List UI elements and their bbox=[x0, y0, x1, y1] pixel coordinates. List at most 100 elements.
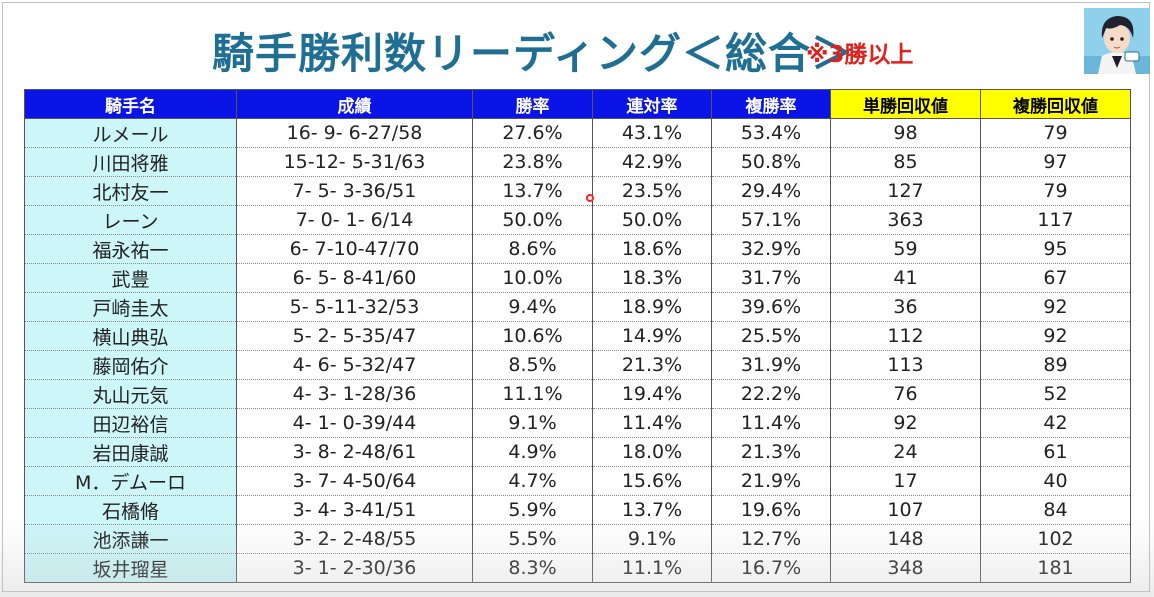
table-row: 横山典弘 5- 2- 5-35/47 10.6% 14.9% 25.5% 112 92 bbox=[24, 321, 1131, 351]
place-return-cell: 79 bbox=[980, 118, 1131, 148]
quinella-rate-cell: 42.9% bbox=[592, 147, 712, 177]
record-cell: 6- 7-10-47/70 bbox=[236, 234, 473, 264]
record-cell: 3- 2- 2-48/55 bbox=[236, 524, 473, 554]
win-rate-cell: 9.4% bbox=[472, 292, 593, 322]
record-cell: 3- 4- 3-41/51 bbox=[236, 495, 473, 525]
table-row: 藤岡佑介 4- 6- 5-32/47 8.5% 21.3% 31.9% 113 89 bbox=[24, 350, 1131, 380]
place-return-cell: 117 bbox=[980, 205, 1131, 235]
jockey-ranking-table: 騎手名 成績 勝率 連対率 複勝率 単勝回収値 複勝回収値 ルメール 16- 9-… bbox=[24, 89, 1131, 583]
place-return-cell: 92 bbox=[980, 321, 1131, 351]
win-return-cell: 127 bbox=[830, 176, 981, 206]
quinella-rate-cell: 23.5% bbox=[592, 176, 712, 206]
win-rate-cell: 13.7% bbox=[472, 176, 593, 206]
record-cell: 3- 8- 2-48/61 bbox=[236, 437, 473, 467]
win-rate-cell: 10.0% bbox=[472, 263, 593, 293]
win-return-cell: 107 bbox=[830, 495, 981, 525]
win-return-cell: 113 bbox=[830, 350, 981, 380]
column-header-record: 成績 bbox=[236, 89, 473, 119]
place-return-cell: 84 bbox=[980, 495, 1131, 525]
win-rate-cell: 23.8% bbox=[472, 147, 593, 177]
win-rate-cell: 8.5% bbox=[472, 350, 593, 380]
jockey-ranking-table-wrapper: 騎手名 成績 勝率 連対率 複勝率 単勝回収値 複勝回収値 ルメール 16- 9-… bbox=[24, 89, 1131, 583]
win-rate-cell: 10.6% bbox=[472, 321, 593, 351]
win-return-cell: 41 bbox=[830, 263, 981, 293]
table-row: 戸崎圭太 5- 5-11-32/53 9.4% 18.9% 39.6% 36 92 bbox=[24, 292, 1131, 322]
record-cell: 6- 5- 8-41/60 bbox=[236, 263, 473, 293]
table-row: 岩田康誠 3- 8- 2-48/61 4.9% 18.0% 21.3% 24 61 bbox=[24, 437, 1131, 467]
slide-header: 騎手勝利数リーディング＜総合＞ ※3勝以上 bbox=[0, 8, 1154, 80]
table-row: 池添謙一 3- 2- 2-48/55 5.5% 9.1% 12.7% 148 102 bbox=[24, 524, 1131, 554]
quinella-rate-cell: 21.3% bbox=[592, 350, 712, 380]
place-rate-cell: 25.5% bbox=[711, 321, 831, 351]
place-rate-cell: 29.4% bbox=[711, 176, 831, 206]
jockey-name-cell: 横山典弘 bbox=[24, 321, 237, 351]
place-return-cell: 61 bbox=[980, 437, 1131, 467]
place-return-cell: 181 bbox=[980, 553, 1131, 583]
win-rate-cell: 8.6% bbox=[472, 234, 593, 264]
place-rate-cell: 53.4% bbox=[711, 118, 831, 148]
place-return-cell: 42 bbox=[980, 408, 1131, 438]
jockey-name-cell: 戸崎圭太 bbox=[24, 292, 237, 322]
jockey-name-cell: 福永祐一 bbox=[24, 234, 237, 264]
win-rate-cell: 9.1% bbox=[472, 408, 593, 438]
win-return-cell: 92 bbox=[830, 408, 981, 438]
place-rate-cell: 32.9% bbox=[711, 234, 831, 264]
table-row: 坂井瑠星 3- 1- 2-30/36 8.3% 11.1% 16.7% 348 181 bbox=[24, 553, 1131, 583]
column-header-place-return: 複勝回収値 bbox=[980, 89, 1131, 119]
table-row: 川田将雅 15-12- 5-31/63 23.8% 42.9% 50.8% 85 97 bbox=[24, 147, 1131, 177]
jockey-name-cell: 川田将雅 bbox=[24, 147, 237, 177]
place-rate-cell: 50.8% bbox=[711, 147, 831, 177]
place-rate-cell: 21.9% bbox=[711, 466, 831, 496]
win-return-cell: 363 bbox=[830, 205, 981, 235]
place-rate-cell: 31.9% bbox=[711, 350, 831, 380]
column-header-place-rate: 複勝率 bbox=[711, 89, 831, 119]
jockey-name-cell: 北村友一 bbox=[24, 176, 237, 206]
page-subtitle: ※3勝以上 bbox=[806, 42, 914, 68]
quinella-rate-cell: 9.1% bbox=[592, 524, 712, 554]
place-rate-cell: 31.7% bbox=[711, 263, 831, 293]
jockey-name-cell: ルメール bbox=[24, 118, 237, 148]
win-return-cell: 112 bbox=[830, 321, 981, 351]
place-rate-cell: 12.7% bbox=[711, 524, 831, 554]
column-header-win-return: 単勝回収値 bbox=[830, 89, 981, 119]
place-rate-cell: 11.4% bbox=[711, 408, 831, 438]
place-return-cell: 79 bbox=[980, 176, 1131, 206]
table-row: ルメール 16- 9- 6-27/58 27.6% 43.1% 53.4% 98 79 bbox=[24, 118, 1131, 148]
place-rate-cell: 57.1% bbox=[711, 205, 831, 235]
record-cell: 3- 7- 4-50/64 bbox=[236, 466, 473, 496]
page-title: 騎手勝利数リーディング＜総合＞ bbox=[212, 29, 855, 78]
table-row: 福永祐一 6- 7-10-47/70 8.6% 18.6% 32.9% 59 95 bbox=[24, 234, 1131, 264]
place-return-cell: 102 bbox=[980, 524, 1131, 554]
win-return-cell: 17 bbox=[830, 466, 981, 496]
place-return-cell: 67 bbox=[980, 263, 1131, 293]
win-rate-cell: 5.5% bbox=[472, 524, 593, 554]
table-row: 石橋脩 3- 4- 3-41/51 5.9% 13.7% 19.6% 107 84 bbox=[24, 495, 1131, 525]
column-header-jockey-name: 騎手名 bbox=[24, 89, 237, 119]
record-cell: 3- 1- 2-30/36 bbox=[236, 553, 473, 583]
win-rate-cell: 5.9% bbox=[472, 495, 593, 525]
win-rate-cell: 4.7% bbox=[472, 466, 593, 496]
quinella-rate-cell: 13.7% bbox=[592, 495, 712, 525]
record-cell: 4- 1- 0-39/44 bbox=[236, 408, 473, 438]
record-cell: 4- 3- 1-28/36 bbox=[236, 379, 473, 409]
record-cell: 7- 5- 3-36/51 bbox=[236, 176, 473, 206]
quinella-rate-cell: 18.9% bbox=[592, 292, 712, 322]
quinella-rate-cell: 14.9% bbox=[592, 321, 712, 351]
place-return-cell: 97 bbox=[980, 147, 1131, 177]
record-cell: 16- 9- 6-27/58 bbox=[236, 118, 473, 148]
character-avatar-icon bbox=[1084, 8, 1150, 74]
quinella-rate-cell: 15.6% bbox=[592, 466, 712, 496]
jockey-name-cell: 池添謙一 bbox=[24, 524, 237, 554]
win-return-cell: 98 bbox=[830, 118, 981, 148]
jockey-name-cell: 石橋脩 bbox=[24, 495, 237, 525]
quinella-rate-cell: 18.3% bbox=[592, 263, 712, 293]
jockey-name-cell: 武豊 bbox=[24, 263, 237, 293]
win-rate-cell: 27.6% bbox=[472, 118, 593, 148]
table-row: 武豊 6- 5- 8-41/60 10.0% 18.3% 31.7% 41 67 bbox=[24, 263, 1131, 293]
column-header-quinella-rate: 連対率 bbox=[592, 89, 712, 119]
record-cell: 5- 5-11-32/53 bbox=[236, 292, 473, 322]
place-return-cell: 40 bbox=[980, 466, 1131, 496]
record-cell: 7- 0- 1- 6/14 bbox=[236, 205, 473, 235]
jockey-name-cell: 岩田康誠 bbox=[24, 437, 237, 467]
